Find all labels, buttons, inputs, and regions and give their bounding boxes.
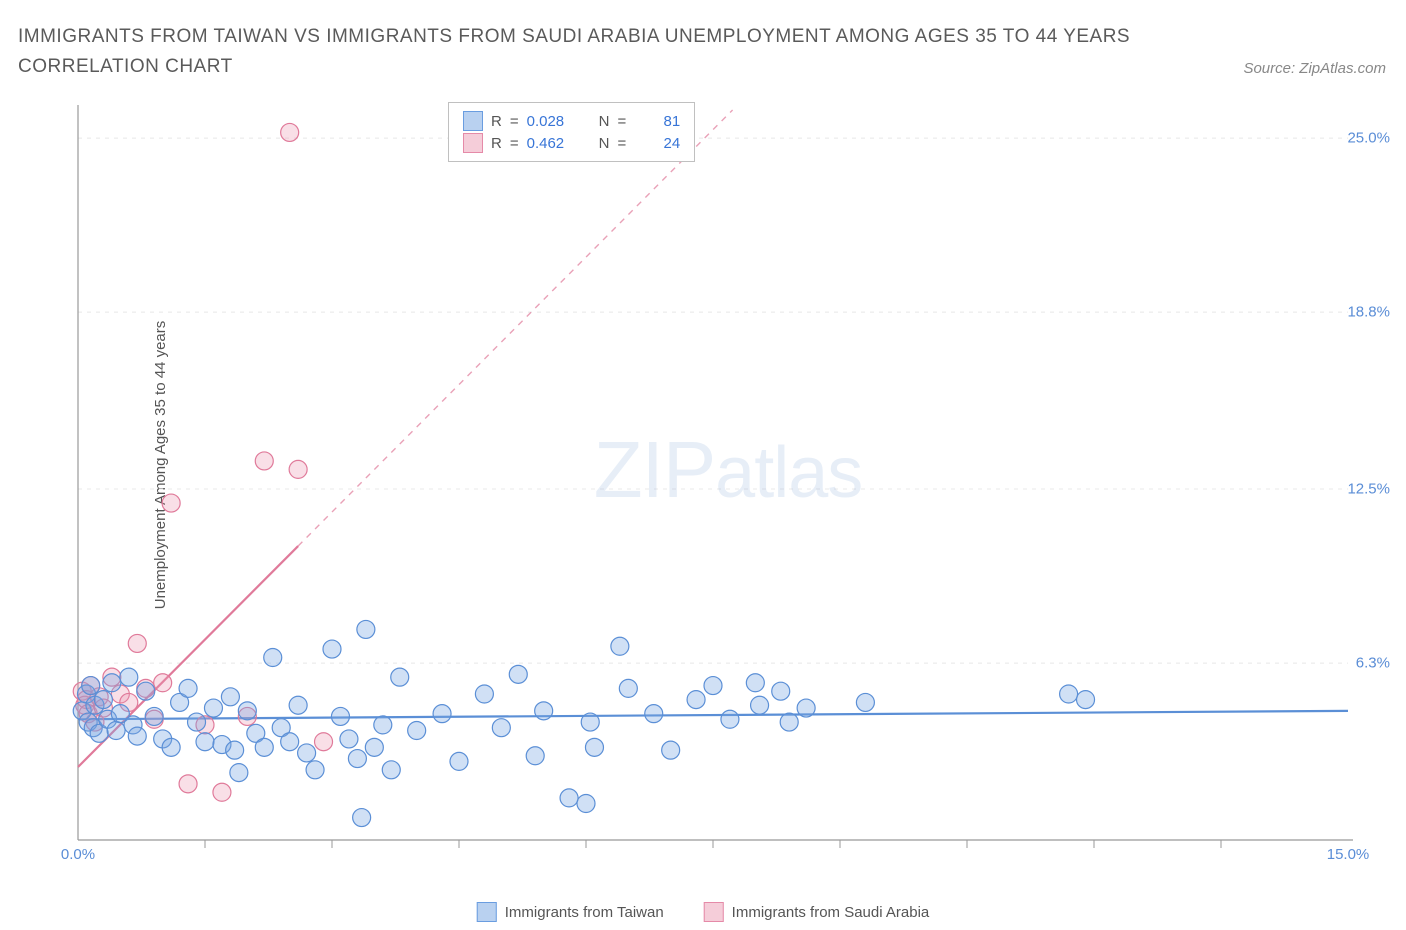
- n-value-taiwan: 81: [634, 113, 680, 130]
- r-label: R: [491, 113, 502, 130]
- scatter-svg: [68, 100, 1388, 870]
- swatch-saudi-bottom: [704, 902, 724, 922]
- n-value-saudi: 24: [634, 135, 680, 152]
- y-tick-label: 6.3%: [1356, 655, 1390, 672]
- x-tick-label: 0.0%: [61, 846, 95, 863]
- swatch-taiwan-bottom: [477, 902, 497, 922]
- legend-label-saudi: Immigrants from Saudi Arabia: [732, 904, 930, 921]
- y-tick-label: 18.8%: [1347, 304, 1390, 321]
- legend-item-saudi: Immigrants from Saudi Arabia: [704, 902, 930, 922]
- swatch-saudi: [463, 133, 483, 153]
- stats-row-taiwan: R = 0.028 N = 81: [463, 111, 680, 131]
- n-label: N: [599, 113, 610, 130]
- source-label: Source: ZipAtlas.com: [1243, 60, 1386, 77]
- legend-label-taiwan: Immigrants from Taiwan: [505, 904, 664, 921]
- chart-title: IMMIGRANTS FROM TAIWAN VS IMMIGRANTS FRO…: [18, 22, 1206, 83]
- stats-legend-box: R = 0.028 N = 81 R = 0.462 N = 24: [448, 102, 695, 162]
- y-tick-label: 25.0%: [1347, 130, 1390, 147]
- swatch-taiwan: [463, 111, 483, 131]
- r-value-taiwan: 0.028: [527, 113, 573, 130]
- x-tick-label: 15.0%: [1327, 846, 1370, 863]
- legend-item-taiwan: Immigrants from Taiwan: [477, 902, 664, 922]
- stats-row-saudi: R = 0.462 N = 24: [463, 133, 680, 153]
- r-value-saudi: 0.462: [527, 135, 573, 152]
- y-tick-label: 12.5%: [1347, 481, 1390, 498]
- plot-area: ZIPatlas R = 0.028 N = 81 R = 0.462 N = …: [68, 100, 1388, 870]
- bottom-legend: Immigrants from Taiwan Immigrants from S…: [477, 902, 930, 922]
